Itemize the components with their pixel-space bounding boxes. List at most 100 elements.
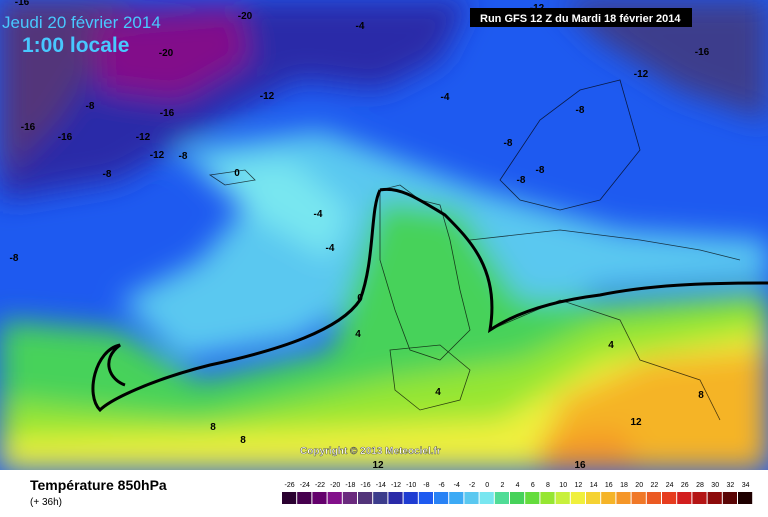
contour-label: -8: [179, 151, 188, 162]
zero-isotherm: [91, 187, 768, 413]
contour-label: -8: [504, 138, 513, 149]
legend-tick-label: -2: [469, 482, 475, 489]
legend-tick-label: -8: [423, 482, 429, 489]
contour-label: 4: [355, 329, 361, 340]
legend-swatch: [677, 492, 692, 504]
legend-tick-label: -14: [376, 482, 386, 489]
legend-tick-label: -4: [454, 482, 460, 489]
legend-swatch: [449, 492, 464, 504]
legend-tick-label: 20: [635, 482, 643, 489]
legend-tick-label: -18: [345, 482, 355, 489]
contour-label: -16: [58, 132, 73, 143]
run-label: Run GFS 12 Z du Mardi 18 février 2014: [480, 13, 681, 25]
legend-tick-label: 26: [681, 482, 689, 489]
contour-label: -4: [441, 92, 450, 103]
legend-swatch: [388, 492, 403, 504]
legend-swatch: [525, 492, 540, 504]
legend-swatch: [297, 492, 312, 504]
legend-tick-label: 4: [516, 482, 520, 489]
legend-swatch: [540, 492, 555, 504]
contour-label: 0: [357, 293, 363, 304]
legend-tick-label: -6: [438, 482, 444, 489]
color-legend: -26 -24 -22 -20 -18 -16 -14 -12 -10 -8 -6 -4 -2 0 2 4 6 8…: [282, 482, 753, 504]
contour-label: 4: [608, 340, 614, 351]
contour-label: -8: [10, 253, 19, 264]
map-field: [0, 0, 768, 470]
time-label: 1:00 locale: [22, 34, 129, 57]
contour-label: -20: [238, 11, 253, 22]
legend-swatch: [738, 492, 753, 504]
footer-title: Température 850hPa: [30, 477, 167, 493]
contour-label: -4: [314, 209, 323, 220]
contour-label: -20: [159, 48, 174, 59]
contour-label: -4: [326, 243, 335, 254]
contour-label: -12: [136, 132, 151, 143]
legend-tick-label: 18: [620, 482, 628, 489]
legend-swatch: [586, 492, 601, 504]
legend-tick-label: 16: [605, 482, 613, 489]
legend-swatch: [464, 492, 479, 504]
contour-label: -12: [260, 91, 275, 102]
legend-tick-label: -20: [330, 482, 340, 489]
footer-subtitle: (+ 36h): [30, 497, 62, 508]
legend-tick-label: 2: [500, 482, 504, 489]
legend-swatch: [631, 492, 646, 504]
legend-swatch: [616, 492, 631, 504]
legend-tick-label: 10: [559, 482, 567, 489]
date-label: Jeudi 20 février 2014: [2, 13, 161, 32]
contour-label: 16: [574, 460, 586, 471]
legend-tick-label: -26: [285, 482, 295, 489]
contour-labels: -16 -20 -20 -4 -12 -16 -12 -8 -16 -16 -16 -12 -4 -12 -…: [10, 0, 710, 471]
legend-swatch: [418, 492, 433, 504]
contour-label: -16: [21, 122, 36, 133]
legend-tick-label: -24: [300, 482, 310, 489]
contour-label: -12: [150, 150, 165, 161]
contour-label: 8: [210, 422, 216, 433]
legend-swatch: [601, 492, 616, 504]
contour-label: 12: [372, 460, 384, 471]
legend-swatch: [510, 492, 525, 504]
legend-tick-label: 22: [651, 482, 659, 489]
contour-label: -12: [634, 69, 649, 80]
legend-swatch: [707, 492, 722, 504]
legend-swatch: [282, 492, 297, 504]
legend-swatch: [373, 492, 388, 504]
legend-tick-label: 6: [531, 482, 535, 489]
legend-swatch: [722, 492, 737, 504]
legend-swatch: [479, 492, 494, 504]
footer-panel: [0, 470, 768, 512]
contour-label: -8: [536, 165, 545, 176]
legend-swatch: [312, 492, 327, 504]
contour-label: -16: [160, 108, 175, 119]
legend-tick-label: -22: [315, 482, 325, 489]
legend-tick-label: -10: [406, 482, 416, 489]
legend-tick-label: 34: [742, 482, 750, 489]
legend-tick-label: 24: [666, 482, 674, 489]
contour-label: 12: [630, 417, 642, 428]
contour-label: -8: [517, 175, 526, 186]
contour-label: 4: [435, 387, 441, 398]
contour-label: -16: [15, 0, 30, 8]
legend-tick-label: 14: [590, 482, 598, 489]
legend-swatch: [662, 492, 677, 504]
contour-label: -8: [576, 105, 585, 116]
contour-label: -8: [103, 169, 112, 180]
legend-swatch: [358, 492, 373, 504]
legend-swatch: [327, 492, 342, 504]
run-box: [470, 8, 692, 27]
legend-tick-label: 32: [727, 482, 735, 489]
legend-tick-label: 12: [575, 482, 583, 489]
contour-label: 0: [234, 168, 240, 179]
legend-tick-label: 0: [485, 482, 489, 489]
legend-tick-label: 28: [696, 482, 704, 489]
contour-label: -8: [86, 101, 95, 112]
contour-label: -16: [695, 47, 710, 58]
contour-label: 8: [240, 435, 246, 446]
legend-swatch: [692, 492, 707, 504]
legend-swatch: [646, 492, 661, 504]
contour-label: 8: [698, 390, 704, 401]
legend-tick-label: 8: [546, 482, 550, 489]
legend-tick-label: -12: [391, 482, 401, 489]
legend-swatch: [555, 492, 570, 504]
